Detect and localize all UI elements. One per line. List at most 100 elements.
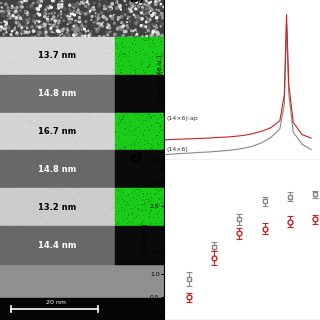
Point [158,139,163,144]
Point [7,15,12,20]
Point [157,50,163,55]
Point [144,199,149,204]
Point [49,208,54,213]
Point [113,60,118,65]
Point [115,44,120,49]
Point [66,219,71,224]
Point [160,12,165,17]
Point [22,11,27,16]
Point [84,213,89,219]
Point [148,0,154,4]
Point [75,4,80,9]
Point [125,25,130,30]
Point [146,35,151,40]
Point [6,9,11,14]
Point [123,192,128,197]
Point [12,10,18,15]
Point [125,212,131,218]
Point [114,42,119,47]
Point [42,0,47,4]
Point [153,190,158,195]
Point [115,62,120,68]
Point [77,31,83,36]
Point [18,224,23,229]
Point [107,22,112,28]
Point [29,34,34,39]
Point [149,34,155,39]
Point [47,3,52,8]
Point [50,139,55,144]
Point [28,4,33,9]
Point [48,22,53,27]
Point [133,6,138,12]
Point [63,61,68,66]
Point [94,134,99,139]
Point [3,27,8,32]
Point [46,11,52,16]
Point [40,0,45,5]
Point [157,59,162,64]
Point [61,0,66,3]
Point [104,213,109,218]
Point [0,27,3,32]
Point [119,62,124,67]
Point [25,118,30,124]
Point [54,116,59,121]
Point [149,40,154,45]
Point [137,111,142,116]
Point [22,0,27,3]
Point [74,9,79,14]
Point [146,211,151,216]
Point [143,24,148,29]
Point [83,11,88,16]
Point [155,196,160,201]
Point [112,20,117,26]
Point [6,211,12,216]
Point [137,186,142,191]
Point [152,191,157,196]
Point [151,112,156,117]
Point [158,141,164,146]
Point [43,201,48,206]
Point [147,201,152,206]
Point [43,12,48,17]
Point [42,28,47,34]
Point [80,116,85,121]
Point [21,51,27,56]
Point [59,9,64,14]
Point [72,62,77,67]
Point [108,50,113,55]
Point [147,131,152,136]
Point [66,18,71,23]
Point [148,141,154,146]
Point [41,113,46,118]
Point [117,48,122,53]
Point [16,113,21,118]
Point [30,42,35,47]
Point [160,13,165,18]
Point [137,14,142,20]
Point [105,17,110,22]
Point [158,220,164,225]
Point [77,25,83,30]
Point [138,60,143,65]
Point [153,11,158,16]
Point [87,41,92,46]
Point [32,13,37,19]
Point [49,217,54,222]
Point [66,29,71,34]
Point [24,4,29,10]
Point [136,15,141,20]
Point [123,12,128,17]
Point [157,123,162,128]
Point [64,207,69,212]
Point [107,8,112,13]
Point [158,72,163,77]
Point [106,137,111,142]
Point [154,25,159,30]
Point [58,122,63,127]
Point [70,129,75,134]
Point [38,24,43,29]
Point [130,191,135,196]
Point [132,68,137,73]
